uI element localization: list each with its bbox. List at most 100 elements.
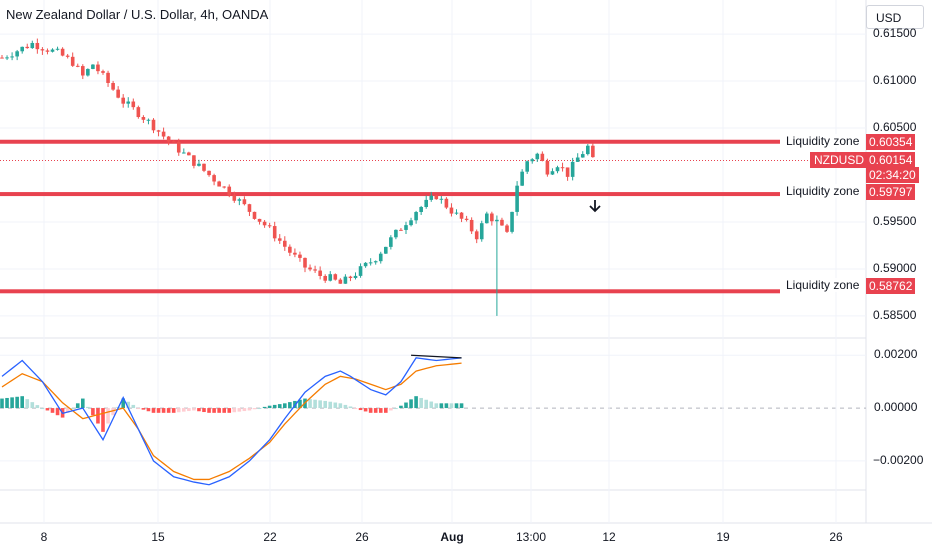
candle-body: [262, 221, 267, 226]
chart-title: New Zealand Dollar / U.S. Dollar, 4h, OA…: [6, 7, 269, 22]
candle-body: [192, 155, 196, 166]
candle-body: [424, 199, 428, 208]
indicator-tick-label: −0.00200: [873, 452, 924, 467]
candle-body: [459, 212, 464, 219]
candle-body: [70, 56, 75, 66]
histogram-bar: [459, 403, 464, 409]
candle-body: [75, 65, 80, 67]
candle-body: [161, 131, 166, 137]
histogram-bar: [202, 408, 206, 413]
time-tick-label: 12: [602, 530, 616, 544]
macd-line: [1, 357, 462, 486]
zone-price-tag: 0.59797: [866, 184, 916, 200]
candle-body: [141, 117, 146, 120]
histogram-bar: [237, 408, 242, 412]
histogram-bar: [454, 403, 459, 409]
candle-body: [318, 270, 322, 276]
histogram-bar: [232, 408, 237, 413]
histogram-bar: [399, 405, 403, 409]
candle-body: [0, 57, 4, 59]
histogram-bar: [313, 399, 317, 409]
histogram-bar: [409, 399, 413, 409]
candles: [0, 38, 595, 316]
liquidity-zone-line: [0, 139, 780, 144]
histogram-bar: [55, 408, 60, 416]
candle-body: [45, 50, 50, 52]
candle-body: [404, 225, 408, 230]
zone-label: Liquidity zone: [786, 184, 860, 198]
histogram-bar: [247, 408, 252, 411]
candle-body: [439, 198, 444, 200]
candle-body: [373, 261, 378, 263]
histogram-bar: [414, 396, 418, 409]
candle-body: [126, 101, 131, 104]
candle-body: [303, 257, 307, 268]
candle-body: [399, 229, 403, 231]
time-tick-label: 19: [716, 530, 730, 544]
candle-body: [166, 136, 171, 142]
histogram-bar: [136, 408, 141, 410]
indicator-tick-label: 0.00200: [874, 347, 918, 362]
histogram-bar: [192, 408, 196, 411]
histogram-bar: [171, 408, 176, 413]
histogram-bar: [267, 405, 272, 409]
candle-body: [30, 42, 35, 49]
histogram-bar: [277, 404, 282, 409]
currency-button[interactable]: USD: [866, 5, 924, 29]
candle-body: [525, 161, 529, 172]
liquidity-zone-line: [0, 289, 780, 294]
chart-grid: [0, 0, 932, 524]
candle-body: [116, 89, 120, 98]
histogram-bar: [20, 396, 24, 409]
time-tick-label: 26: [355, 530, 369, 544]
histogram-bar: [353, 408, 358, 410]
time-tick-label: 26: [829, 530, 843, 544]
time-tick-label: 15: [151, 530, 165, 544]
candle-body: [212, 175, 216, 182]
macd-lines: [1, 354, 462, 486]
candle-body: [550, 171, 555, 175]
candle-body: [35, 42, 40, 50]
macd-histogram: [0, 396, 464, 432]
histogram-bar: [146, 408, 151, 412]
histogram-bar: [131, 404, 136, 409]
candle-body: [505, 225, 509, 232]
histogram-bar: [217, 408, 221, 413]
histogram-bar: [308, 399, 312, 409]
price-tick-label: 0.59500: [873, 213, 917, 228]
candle-body: [500, 219, 504, 226]
down-arrow-icon: [589, 200, 601, 213]
candle-body: [530, 159, 535, 162]
histogram-bar: [45, 408, 50, 411]
candle-body: [156, 130, 161, 132]
candle-body: [25, 46, 30, 49]
price-tick-label: 0.58500: [873, 307, 917, 322]
histogram-bar: [242, 408, 247, 412]
candle-body: [348, 276, 353, 279]
candle-body: [495, 219, 499, 222]
histogram-bar: [378, 408, 383, 413]
candle-body: [389, 237, 393, 247]
candle-body: [368, 262, 373, 264]
zone-price-tag: 0.60354: [866, 134, 916, 150]
candle-body: [202, 163, 206, 171]
candle-body: [40, 49, 45, 51]
histogram-bar: [0, 398, 4, 409]
current-price-tag: 0.60154: [866, 152, 916, 168]
candle-body: [182, 152, 186, 154]
histogram-bar: [262, 406, 267, 409]
candle-body: [20, 46, 24, 52]
histogram-bar: [272, 404, 277, 409]
histogram-bar: [343, 404, 348, 409]
histogram-bar: [25, 399, 30, 409]
symbol-tag: NZDUSD: [810, 152, 868, 168]
candle-body: [586, 145, 590, 155]
histogram-bar: [5, 397, 9, 409]
histogram-bar: [444, 403, 449, 409]
candle-body: [333, 274, 338, 280]
candle-body: [464, 218, 469, 220]
candle-body: [378, 253, 383, 262]
candle-body: [591, 145, 595, 158]
candle-body: [176, 142, 181, 153]
